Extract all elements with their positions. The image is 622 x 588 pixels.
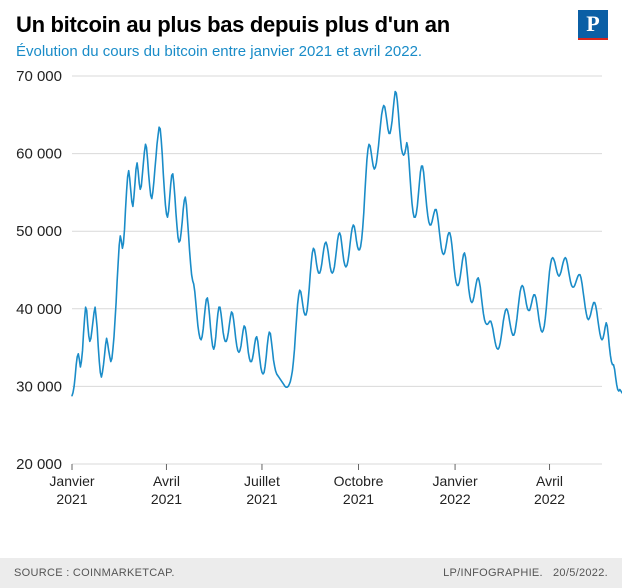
svg-text:60 000: 60 000: [16, 146, 62, 163]
chart-header: Un bitcoin au plus bas depuis plus d'un …: [0, 0, 622, 64]
svg-text:Juillet: Juillet: [244, 473, 280, 489]
svg-text:2022: 2022: [534, 491, 565, 507]
svg-text:50 000: 50 000: [16, 223, 62, 240]
publisher-logo: P: [578, 10, 608, 40]
chart-footer: SOURCE : COINMARKETCAP. LP/INFOGRAPHIE. …: [0, 558, 622, 588]
svg-text:70 000: 70 000: [16, 68, 62, 85]
chart-subtitle: Évolution du cours du bitcoin entre janv…: [16, 43, 606, 60]
svg-text:30 000: 30 000: [16, 379, 62, 396]
svg-text:2021: 2021: [246, 491, 277, 507]
svg-text:2022: 2022: [439, 491, 470, 507]
svg-text:2021: 2021: [343, 491, 374, 507]
svg-text:Octobre: Octobre: [334, 473, 384, 489]
line-chart-svg: 20 000 30 000 40 000 50 000 60 000 70 000 Janv…: [0, 64, 622, 524]
logo-letter: P: [586, 11, 599, 37]
svg-text:Janvier: Janvier: [49, 473, 94, 489]
chart-area: 20 000 30 000 40 000 50 000 60 000 70 000 Janv…: [0, 64, 622, 534]
svg-text:Avril: Avril: [153, 473, 180, 489]
svg-text:2021: 2021: [56, 491, 87, 507]
svg-text:Janvier: Janvier: [432, 473, 477, 489]
chart-title: Un bitcoin au plus bas depuis plus d'un …: [16, 12, 606, 37]
svg-text:40 000: 40 000: [16, 301, 62, 318]
svg-text:2021: 2021: [151, 491, 182, 507]
credit-label: LP/INFOGRAPHIE. 20/5/2022.: [443, 567, 608, 579]
svg-text:20 000: 20 000: [16, 456, 62, 473]
svg-text:Avril: Avril: [536, 473, 563, 489]
source-label: SOURCE : COINMARKETCAP.: [14, 567, 175, 579]
